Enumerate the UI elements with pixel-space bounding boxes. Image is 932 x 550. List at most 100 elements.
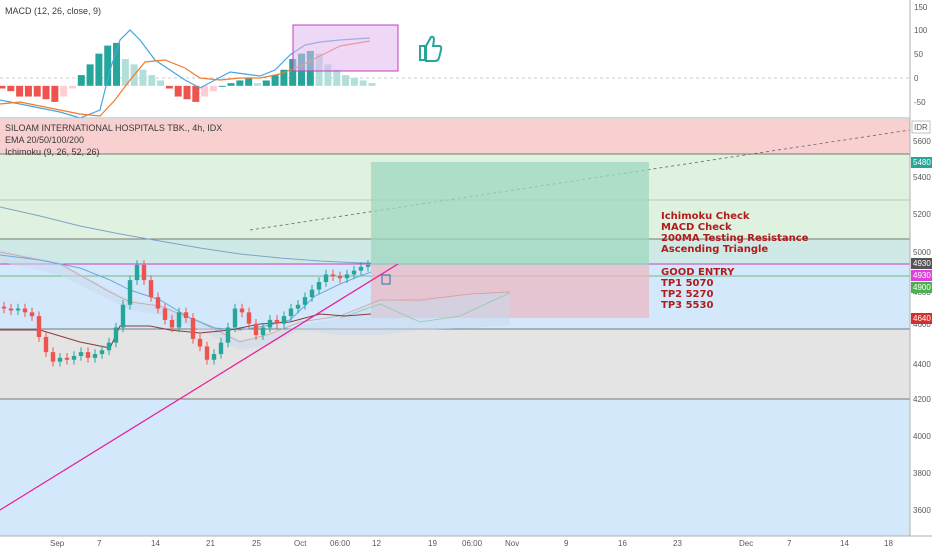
macd-histogram-bar: [350, 77, 358, 86]
candle-body: [302, 297, 308, 305]
candle-body: [253, 323, 259, 336]
macd-pane: MACD (12, 26, close, 9): [0, 0, 932, 119]
time-label: 16: [618, 539, 627, 548]
macd-histogram-bar: [7, 85, 15, 92]
candle-body: [29, 312, 35, 317]
candle-body: [106, 342, 112, 351]
candle-body: [85, 352, 91, 358]
candle-body: [309, 289, 315, 298]
note-tp2: TP2 5270: [661, 289, 713, 300]
macd-histogram-bar: [324, 64, 332, 86]
candle-body: [295, 304, 301, 309]
time-label: 7: [97, 539, 102, 548]
macd-histogram-bar: [183, 85, 191, 100]
price-cursor-marker[interactable]: [381, 274, 391, 285]
macd-histogram-bar: [104, 45, 112, 86]
time-label: Sep: [50, 539, 65, 548]
time-label: 06:00: [462, 539, 483, 548]
note-tp3: TP3 5530: [661, 300, 713, 311]
macd-histogram-bar: [33, 85, 41, 97]
candle-body: [22, 308, 28, 313]
candle-body: [204, 346, 210, 360]
macd-tick: 50: [914, 50, 923, 59]
macd-histogram-bar: [95, 53, 103, 86]
price-tick: 3800: [913, 469, 931, 478]
macd-highlight-box[interactable]: [292, 24, 399, 72]
candle-body: [211, 354, 217, 360]
price-tag-4640-text: 4640: [913, 314, 931, 323]
time-label: 23: [673, 539, 682, 548]
macd-histogram-bar: [289, 59, 297, 86]
price-pane: SILOAM INTERNATIONAL HOSPITALS TBK., 4h,…: [0, 119, 911, 550]
time-label: 14: [840, 539, 849, 548]
macd-histogram-bar: [42, 85, 50, 100]
candle-body: [274, 319, 280, 324]
time-axis[interactable]: Sep 7 14 21 25 Oct 06:00 12 19 06:00 Nov…: [0, 535, 932, 550]
price-tag-4930-pink: [911, 270, 932, 281]
price-axis[interactable]: 150 100 50 0 -50 IDR 5600 5400 5200 5000…: [909, 0, 932, 550]
indicator-ichimoku-label: Ichimoku (9, 26, 52, 26): [5, 147, 100, 157]
candle-body: [358, 266, 364, 271]
indicator-ema-label: EMA 20/50/100/200: [5, 135, 84, 145]
note-ascending-triangle: Ascending Triangle: [661, 244, 768, 255]
candle-body: [225, 327, 231, 343]
target-box[interactable]: [371, 162, 649, 265]
candle-body: [183, 312, 189, 319]
ascending-trendline[interactable]: [0, 263, 399, 511]
candle-body: [351, 270, 357, 275]
candle-body: [92, 354, 98, 358]
macd-histogram-bar: [139, 69, 147, 86]
note-ichimoku-check: Ichimoku Check: [661, 211, 750, 222]
macd-histogram-bar: [86, 64, 94, 86]
macd-histogram-bar: [0, 85, 6, 89]
time-label: 18: [884, 539, 893, 548]
note-good-entry: GOOD ENTRY: [661, 267, 735, 278]
time-label: Oct: [294, 539, 307, 548]
candle-body: [162, 308, 168, 320]
candle-body: [232, 308, 238, 328]
currency-label: IDR: [914, 123, 928, 132]
note-200ma: 200MA Testing Resistance: [661, 233, 809, 244]
macd-histogram-bar: [51, 85, 59, 102]
resistance-zone: [0, 119, 910, 154]
price-tag-5480: [911, 157, 932, 168]
macd-histogram-bar: [368, 83, 376, 86]
candle-body: [64, 357, 70, 360]
macd-histogram-bar: [121, 59, 129, 86]
macd-tick: 100: [914, 26, 928, 35]
candle-body: [267, 319, 273, 328]
candle-body: [197, 338, 203, 347]
macd-histogram-bar: [218, 85, 226, 87]
macd-axis-ticks: 150 100 50 0 -50: [914, 3, 928, 107]
price-tick: 5200: [913, 210, 931, 219]
candle-body: [141, 264, 147, 281]
time-label: Dec: [739, 539, 753, 548]
ema-200-line: [0, 206, 371, 264]
macd-histogram-bar: [227, 83, 235, 86]
candle-body: [99, 350, 105, 355]
price-tag-4930-gray-text: 4930: [913, 259, 931, 268]
candle-body: [337, 276, 343, 279]
candle-body: [246, 312, 252, 324]
candle-body: [8, 308, 14, 311]
price-tick: 4200: [913, 395, 931, 404]
macd-histogram-bar: [174, 85, 182, 97]
macd-histogram-bar: [342, 75, 350, 86]
ichimoku-cloud: [0, 250, 511, 350]
currency-badge: IDR: [911, 120, 931, 134]
macd-histogram-bar: [253, 83, 261, 86]
price-tags: 5480 4930 4930 4900 4640: [911, 157, 932, 324]
time-label: 14: [151, 539, 160, 548]
macd-histogram-bar: [333, 69, 341, 86]
note-tp1: TP1 5070: [661, 278, 713, 289]
macd-tick: 0: [914, 74, 919, 83]
price-tick: 3600: [913, 506, 931, 515]
candle-body: [239, 308, 245, 313]
macd-histogram-bar: [60, 85, 68, 97]
candle-body: [120, 304, 126, 328]
candle-body: [15, 308, 21, 311]
candle-body: [323, 274, 329, 283]
macd-tick: -50: [914, 98, 926, 107]
candle-body: [134, 264, 140, 281]
